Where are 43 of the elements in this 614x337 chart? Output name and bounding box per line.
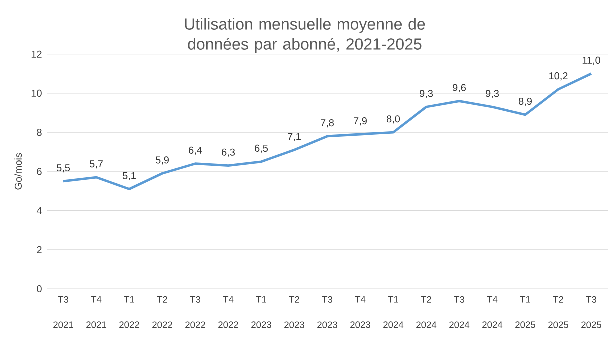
data-label: 9,6 (453, 84, 466, 93)
data-label: 7,1 (288, 133, 301, 142)
data-label: 11,0 (582, 56, 600, 66)
y-tick-label: 6 (37, 168, 42, 176)
category-label: T3 2021 (54, 296, 74, 328)
category-label: T4 2023 (350, 296, 370, 328)
data-label: 9,3 (420, 90, 434, 98)
category-label: T4 2021 (86, 296, 106, 328)
category-label: T3 2024 (450, 296, 470, 328)
data-label: 6,5 (255, 144, 268, 154)
y-tick-label: 2 (37, 246, 42, 254)
category-label: T3 2022 (186, 296, 206, 328)
category-label: T4 2022 (218, 296, 238, 328)
data-label: 10,2 (550, 72, 568, 81)
data-label: 5,7 (90, 160, 103, 169)
category-label: T2 2025 (548, 296, 568, 328)
category-label: T3 2025 (582, 296, 602, 328)
data-label: 5,1 (122, 172, 136, 181)
data-label: 9,3 (486, 90, 500, 98)
category-label: T4 2024 (482, 296, 503, 328)
data-label: 7,9 (354, 118, 367, 126)
y-tick-label: 4 (36, 207, 42, 214)
y-tick-label: 10 (32, 90, 42, 97)
data-label: 6,4 (189, 146, 202, 156)
category-label: T1 2023 (252, 296, 272, 328)
y-tick-label: 8 (37, 129, 42, 136)
category-label: T1 2025 (516, 296, 536, 328)
y-tick-label: 0 (37, 285, 42, 293)
data-label: 8,9 (518, 98, 532, 106)
category-label: T2 2022 (152, 296, 172, 328)
category-label: T2 2023 (284, 296, 304, 328)
data-label: 5,5 (56, 164, 70, 173)
chart-title: Utilisation mensuelle moyenne de données par abonné, 2021-2025 (185, 18, 426, 54)
data-label: 5,9 (156, 156, 169, 165)
data-label: 8,0 (386, 116, 400, 124)
data-label: 6,3 (222, 148, 236, 158)
category-label: T1 2024 (384, 296, 404, 328)
category-label: T1 2022 (120, 296, 140, 328)
category-label: T3 2023 (318, 296, 338, 328)
y-tick-label: 12 (32, 50, 42, 58)
data-label: 7,8 (321, 119, 334, 128)
category-label: T2 2024 (416, 296, 437, 328)
y-axis-title: Go/mois (14, 153, 22, 190)
